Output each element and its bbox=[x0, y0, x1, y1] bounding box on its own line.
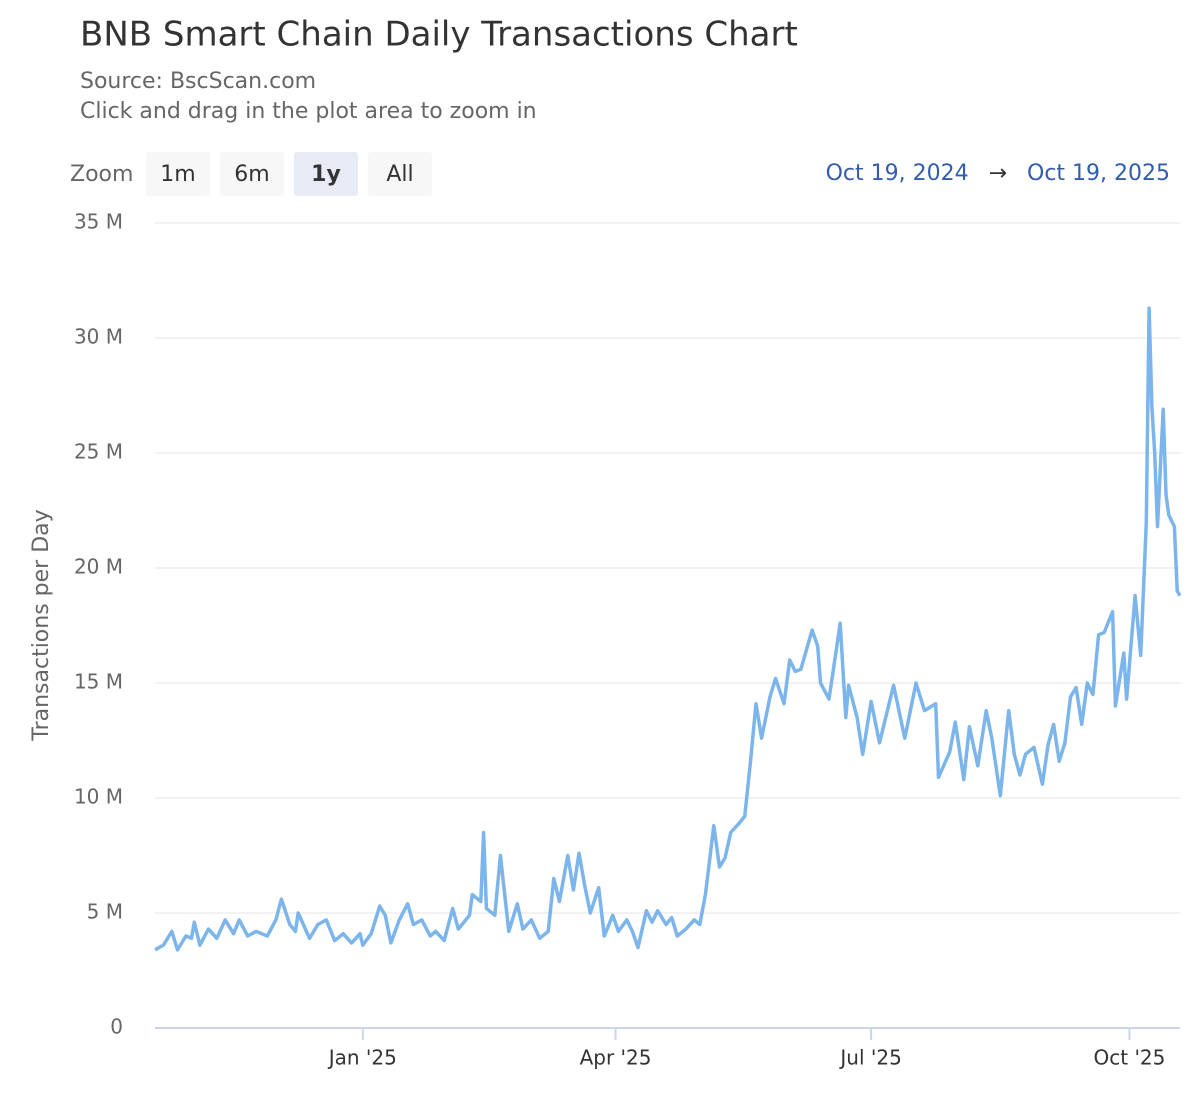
zoom-button-bg[interactable] bbox=[294, 152, 358, 196]
y-tick-label: 5 M bbox=[87, 900, 123, 924]
zoom-button-label[interactable]: 1y bbox=[311, 162, 341, 187]
y-tick-label: 20 M bbox=[74, 555, 123, 579]
y-tick-label: 25 M bbox=[74, 440, 123, 464]
zoom-button[interactable]: All bbox=[368, 152, 432, 196]
range-from[interactable]: Oct 19, 2024 bbox=[826, 161, 969, 186]
x-tick-label: Oct '25 bbox=[1094, 1046, 1166, 1070]
chart-subtitle: Click and drag in the plot area to zoom … bbox=[80, 99, 537, 124]
y-axis-title: Transactions per Day bbox=[29, 509, 54, 741]
zoom-button[interactable]: 6m bbox=[220, 152, 284, 196]
zoom-button-label[interactable]: 1m bbox=[160, 162, 195, 187]
zoom-button[interactable]: 1y bbox=[294, 152, 358, 196]
y-tick-label: 0 bbox=[110, 1015, 123, 1039]
zoom-button-label[interactable]: All bbox=[386, 162, 413, 187]
zoom-label: Zoom bbox=[70, 162, 133, 187]
zoom-button-label[interactable]: 6m bbox=[234, 162, 269, 187]
x-tick-label: Jul '25 bbox=[838, 1046, 901, 1070]
zoom-button-bg[interactable] bbox=[146, 152, 210, 196]
y-tick-label: 30 M bbox=[74, 325, 123, 349]
date-range: Oct 19, 2024 → Oct 19, 2025 bbox=[826, 161, 1170, 186]
range-separator: → bbox=[989, 161, 1007, 186]
x-tick-label: Jan '25 bbox=[327, 1046, 397, 1070]
zoom-button[interactable]: 1m bbox=[146, 152, 210, 196]
y-tick-label: 35 M bbox=[74, 210, 123, 234]
y-tick-label: 10 M bbox=[74, 785, 123, 809]
chart-title: BNB Smart Chain Daily Transactions Chart bbox=[80, 15, 798, 55]
range-to[interactable]: Oct 19, 2025 bbox=[1027, 161, 1170, 186]
zoom-button-bg[interactable] bbox=[220, 152, 284, 196]
y-tick-label: 15 M bbox=[74, 670, 123, 694]
zoom-button-bg[interactable] bbox=[368, 152, 432, 196]
data-line bbox=[154, 306, 1182, 952]
chart-source: Source: BscScan.com bbox=[80, 69, 316, 94]
x-tick-label: Apr '25 bbox=[580, 1046, 652, 1070]
